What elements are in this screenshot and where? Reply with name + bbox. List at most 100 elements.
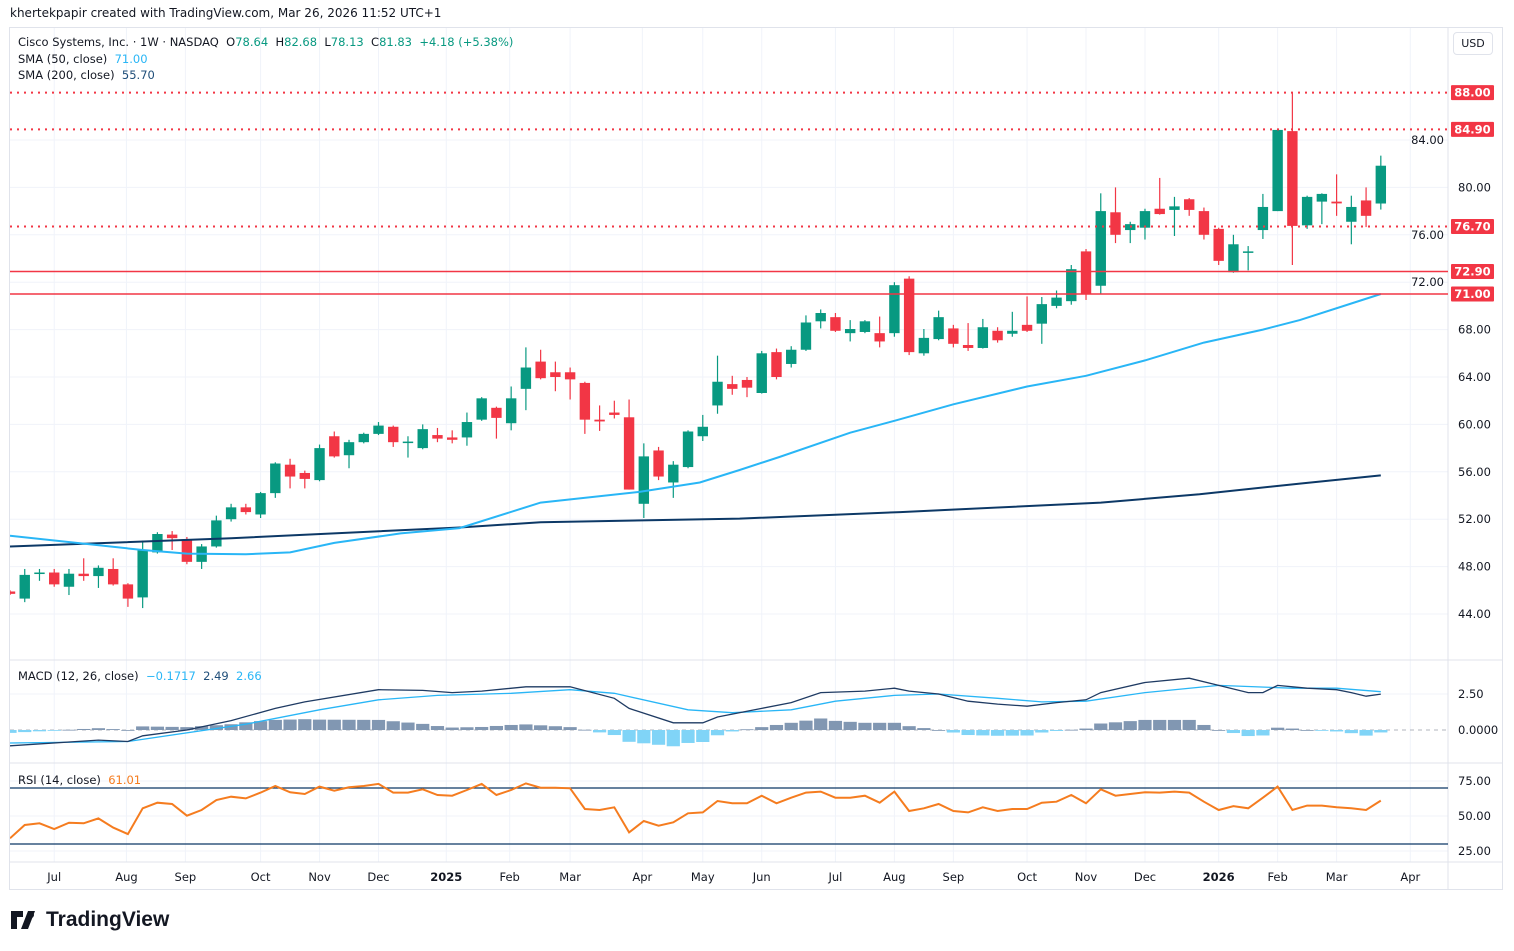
macd-histogram-bar (1035, 730, 1049, 733)
time-axis-label: Dec (1134, 870, 1156, 884)
price-axis-label: 80.00 (1458, 180, 1491, 194)
candle-body (948, 328, 959, 344)
candle-body (623, 417, 635, 490)
candle-body (476, 398, 487, 420)
price-axis-label: 68.00 (1458, 323, 1491, 337)
sma50-value: 71.00 (114, 52, 148, 66)
macd-histogram-bar (386, 721, 400, 730)
candle (1051, 290, 1062, 309)
macd-histogram-bar (1241, 730, 1255, 737)
sma200-legend[interactable]: SMA (200, close) 55.70 (18, 68, 155, 82)
sma50-legend[interactable]: SMA (50, close) 71.00 (18, 52, 148, 66)
macd-histogram-bar (548, 726, 562, 730)
candle-body (520, 367, 532, 389)
candle (284, 458, 296, 489)
sma200-label: SMA (200, close) (18, 68, 115, 82)
candle-body (594, 419, 605, 422)
candle (918, 329, 930, 356)
candle (520, 347, 532, 411)
macd-histogram-bar (1226, 730, 1241, 734)
rsi-legend[interactable]: RSI (14, close) 61.01 (18, 773, 141, 787)
candle (1346, 195, 1357, 245)
candle (1184, 198, 1195, 216)
macd-histogram-bar (1256, 730, 1270, 736)
macd-histogram-bar (1108, 722, 1123, 730)
price-level-label: 88.00 (1454, 86, 1490, 100)
plot-area (10, 91, 1448, 845)
candle-body (93, 567, 104, 577)
close-label: C (371, 35, 380, 49)
macd-histogram-bar (873, 722, 887, 730)
candle-body (1346, 206, 1357, 222)
macd-histogram-bar (460, 727, 474, 730)
macd-line (10, 677, 1381, 747)
macd-histogram-bar (504, 724, 518, 730)
price-axis-label: 60.00 (1458, 417, 1491, 431)
time-axis-label: Mar (1326, 870, 1348, 884)
currency-button[interactable]: USD (1453, 32, 1493, 55)
candle-body (1169, 206, 1180, 210)
candle (889, 282, 900, 337)
candle-body (800, 322, 812, 350)
macd-histogram-bar (1374, 730, 1388, 733)
time-axis-label: 2025 (430, 870, 462, 884)
candle-body (918, 337, 930, 354)
symbol-legend: Cisco Systems, Inc. · 1W · NASDAQ O78.64… (18, 35, 513, 49)
candle-body (284, 464, 296, 477)
price-level-label: 84.90 (1454, 122, 1490, 136)
candle-body (712, 381, 723, 406)
price-axis-label: 76.00 (1411, 228, 1444, 242)
candle-body (152, 534, 163, 553)
candle-body (1080, 251, 1092, 295)
candle (756, 350, 767, 394)
candle-body (299, 472, 310, 479)
macd-legend[interactable]: MACD (12, 26, close) −0.1717 2.49 2.66 (18, 669, 262, 683)
macd-histogram-bar (917, 728, 931, 730)
open-value: 78.64 (235, 35, 269, 49)
candle-body (34, 572, 45, 575)
time-axis-label: Sep (943, 870, 965, 884)
candle (712, 355, 723, 414)
candle-body (49, 572, 60, 585)
candle-body (1301, 196, 1313, 226)
tradingview-logo[interactable]: TradingView (11, 908, 169, 932)
open-label: O (226, 35, 236, 49)
candle (107, 558, 119, 586)
close-value: 81.83 (379, 35, 413, 49)
candle-body (1139, 211, 1151, 228)
macd-histogram-bar (1138, 719, 1152, 730)
candle (977, 318, 989, 349)
rsi-label: RSI (14, close) (18, 773, 101, 787)
candle (343, 439, 355, 469)
macd-histogram-bar (534, 725, 548, 730)
macd-histogram-bar (858, 722, 872, 730)
candle-body (10, 591, 16, 594)
candle (34, 568, 45, 581)
macd-histogram-bar (814, 718, 828, 730)
candle-body (137, 550, 148, 598)
time-axis-label: Oct (251, 870, 271, 884)
candle (211, 515, 222, 548)
candle-body (1021, 324, 1033, 331)
macd-histogram-bar (357, 719, 371, 730)
candle-body (447, 437, 458, 440)
time-axis-label: Jun (752, 870, 771, 884)
macd-histogram-bar (887, 722, 901, 730)
candle-body (505, 398, 517, 424)
candle (10, 590, 16, 596)
macd-histogram-bar (209, 725, 223, 730)
candle (329, 431, 340, 458)
candle-body (903, 278, 915, 353)
rsi-axis-label: 25.00 (1458, 844, 1491, 858)
time-axis-label: 2026 (1203, 870, 1235, 884)
macd-line-value: 2.49 (203, 669, 229, 683)
macd-histogram-bar (342, 719, 356, 730)
time-axis-label: Oct (1017, 870, 1037, 884)
macd-histogram-bar (725, 730, 739, 732)
macd-histogram-bar (946, 730, 960, 733)
macd-histogram-bar (416, 723, 430, 730)
macd-histogram-bar (1344, 730, 1358, 734)
candle-body (314, 448, 325, 481)
macd-histogram-bar (1064, 729, 1078, 731)
